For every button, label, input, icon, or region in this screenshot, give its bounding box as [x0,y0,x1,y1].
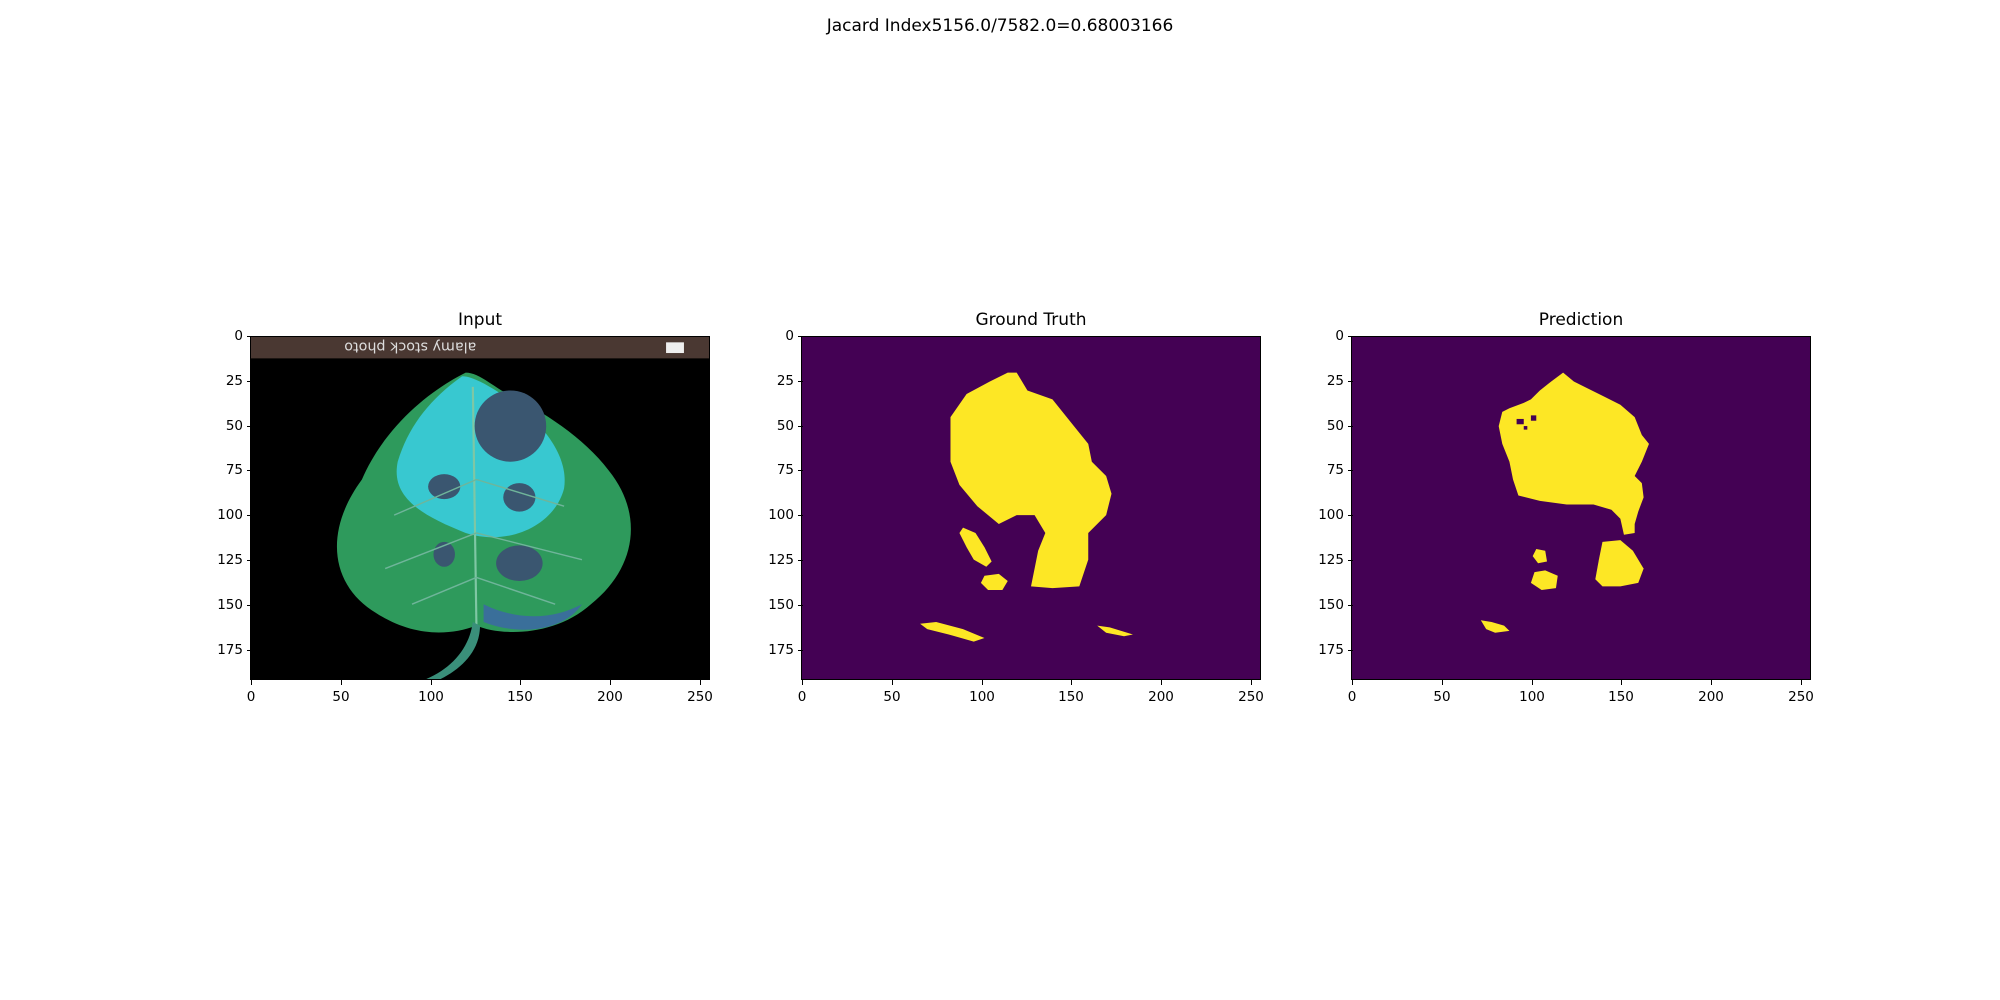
y-tick-label: 25 [225,373,253,389]
x-tick-label: 150 [1051,680,1091,705]
x-tick-label: 100 [1512,680,1552,705]
y-tick-label: 125 [217,552,252,568]
x-tick-label: 250 [1781,680,1821,705]
y-tick-label: 150 [217,597,252,613]
figure-title: Jacard Index5156.0/7582.0=0.68003166 [826,16,1174,36]
x-tick-label: 200 [1691,680,1731,705]
y-tick-label: 175 [217,642,252,658]
y-tick-label: 125 [1318,552,1353,568]
y-tick-label: 25 [776,373,804,389]
prediction-panel: Prediction 0 25 50 75 100 125 150 175 0 … [1318,310,1814,710]
input-panel-title: Input [457,310,503,330]
y-tick-label: 50 [225,418,253,434]
prediction-mask-axes [1351,336,1811,680]
x-tick-label: 50 [872,680,912,705]
x-tick-label: 0 [231,680,271,705]
y-tick-label: 75 [776,462,804,478]
y-tick-label: 0 [785,328,803,344]
y-tick-label: 175 [1318,642,1353,658]
y-tick-label: 100 [768,507,803,523]
y-tick-label: 150 [768,597,803,613]
y-tick-label: 125 [768,552,803,568]
prediction-panel-title: Prediction [1538,310,1624,330]
y-tick-label: 25 [1326,373,1354,389]
y-tick-label: 175 [768,642,803,658]
input-image: alamy stock photo [251,337,709,679]
y-tick-label: 75 [1326,462,1354,478]
y-tick-label: 100 [217,507,252,523]
x-tick-label: 100 [962,680,1002,705]
x-tick-label: 250 [1231,680,1271,705]
x-tick-label: 250 [680,680,720,705]
input-image-axes: alamy stock photo [250,336,710,680]
x-tick-label: 200 [590,680,630,705]
prediction-mask [1352,337,1810,679]
x-tick-label: 150 [1601,680,1641,705]
y-tick-label: 100 [1318,507,1353,523]
y-tick-label: 0 [234,328,252,344]
x-tick-label: 200 [1141,680,1181,705]
watermark-banner [251,337,709,359]
ground-truth-mask-axes [801,336,1261,680]
ground-truth-mask [802,337,1260,679]
x-tick-label: 150 [500,680,540,705]
x-tick-label: 100 [411,680,451,705]
y-tick-label: 50 [1326,418,1354,434]
ground-truth-panel: Ground Truth 0 25 50 75 100 125 150 175 … [768,310,1264,710]
x-tick-label: 50 [321,680,361,705]
input-panel: Input alamy stock photo 0 25 50 75 [217,310,713,710]
watermark-text: alamy stock photo [344,338,476,354]
x-tick-label: 0 [1332,680,1372,705]
ground-truth-panel-title: Ground Truth [975,310,1087,330]
x-tick-label: 50 [1422,680,1462,705]
x-tick-label: 0 [782,680,822,705]
y-tick-label: 150 [1318,597,1353,613]
y-tick-label: 0 [1335,328,1353,344]
y-tick-label: 50 [776,418,804,434]
y-tick-label: 75 [225,462,253,478]
